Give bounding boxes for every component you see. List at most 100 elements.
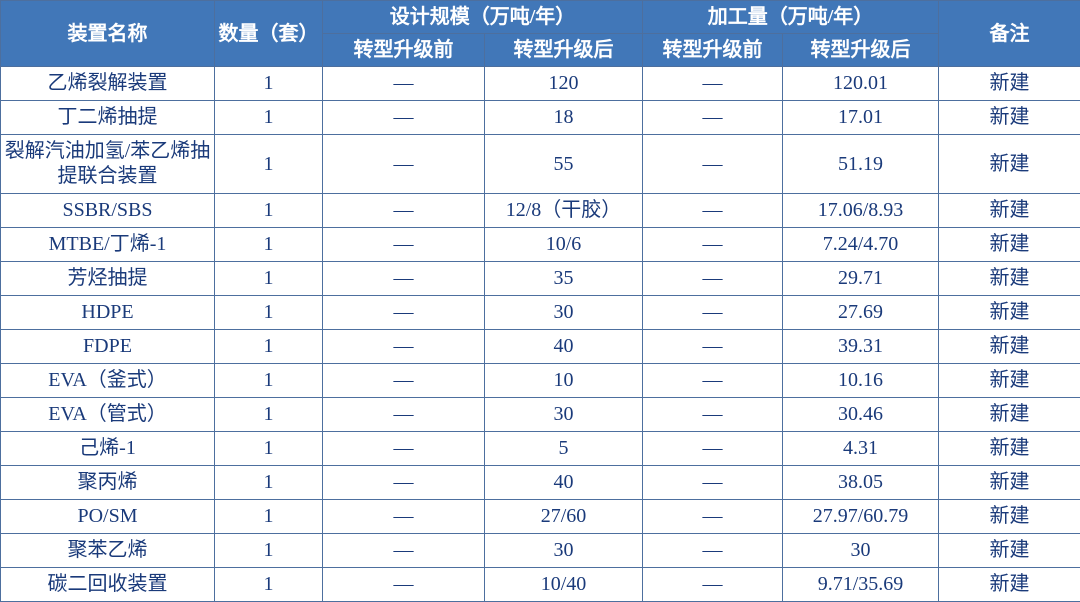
cell-design_before: — [323,432,485,466]
cell-design_after: 12/8（干胶） [485,194,643,228]
cell-name: MTBE/丁烯-1 [1,228,215,262]
col-header-process-after: 转型升级后 [783,34,939,67]
col-header-design-after: 转型升级后 [485,34,643,67]
col-header-process: 加工量（万吨/年） [643,1,939,34]
cell-process_before: — [643,534,783,568]
cell-process_after: 51.19 [783,135,939,194]
cell-design_before: — [323,398,485,432]
cell-design_after: 10/40 [485,568,643,602]
cell-design_before: — [323,194,485,228]
cell-design_before: — [323,330,485,364]
cell-name: EVA（釜式） [1,364,215,398]
cell-design_after: 10/6 [485,228,643,262]
cell-design_after: 40 [485,466,643,500]
cell-name: 聚苯乙烯 [1,534,215,568]
cell-process_after: 4.31 [783,432,939,466]
cell-process_before: — [643,330,783,364]
cell-qty: 1 [215,364,323,398]
table-row: HDPE1—30—27.69新建 [1,296,1080,330]
table-row: 丁二烯抽提1—18—17.01新建 [1,101,1080,135]
cell-qty: 1 [215,67,323,101]
cell-qty: 1 [215,466,323,500]
cell-remark: 新建 [939,135,1080,194]
cell-name: 聚丙烯 [1,466,215,500]
cell-design_after: 55 [485,135,643,194]
cell-process_before: — [643,194,783,228]
cell-qty: 1 [215,534,323,568]
cell-qty: 1 [215,296,323,330]
cell-process_after: 10.16 [783,364,939,398]
table-row: 聚苯乙烯1—30—30新建 [1,534,1080,568]
cell-process_before: — [643,228,783,262]
cell-design_before: — [323,101,485,135]
cell-process_before: — [643,568,783,602]
cell-process_after: 30 [783,534,939,568]
cell-qty: 1 [215,101,323,135]
cell-process_after: 27.97/60.79 [783,500,939,534]
cell-name: PO/SM [1,500,215,534]
cell-qty: 1 [215,194,323,228]
cell-name: 己烯-1 [1,432,215,466]
cell-remark: 新建 [939,228,1080,262]
cell-process_before: — [643,296,783,330]
cell-process_before: — [643,262,783,296]
table-row: 碳二回收装置1—10/40—9.71/35.69新建 [1,568,1080,602]
table-row: SSBR/SBS1—12/8（干胶）—17.06/8.93新建 [1,194,1080,228]
cell-remark: 新建 [939,568,1080,602]
cell-process_before: — [643,135,783,194]
col-header-remark: 备注 [939,1,1080,67]
cell-remark: 新建 [939,194,1080,228]
col-header-process-before: 转型升级前 [643,34,783,67]
cell-design_before: — [323,500,485,534]
cell-remark: 新建 [939,262,1080,296]
cell-process_after: 29.71 [783,262,939,296]
cell-remark: 新建 [939,432,1080,466]
cell-qty: 1 [215,398,323,432]
cell-design_before: — [323,466,485,500]
cell-design_after: 120 [485,67,643,101]
cell-design_before: — [323,135,485,194]
table-row: 乙烯裂解装置1—120—120.01新建 [1,67,1080,101]
table-row: EVA（釜式）1—10—10.16新建 [1,364,1080,398]
cell-design_after: 40 [485,330,643,364]
cell-process_before: — [643,364,783,398]
cell-process_before: — [643,500,783,534]
cell-process_after: 27.69 [783,296,939,330]
cell-design_before: — [323,364,485,398]
cell-remark: 新建 [939,330,1080,364]
cell-qty: 1 [215,135,323,194]
cell-remark: 新建 [939,67,1080,101]
table-header: 装置名称 数量（套） 设计规模（万吨/年） 加工量（万吨/年） 备注 转型升级前… [1,1,1080,67]
table-row: PO/SM1—27/60—27.97/60.79新建 [1,500,1080,534]
table-row: 芳烃抽提1—35—29.71新建 [1,262,1080,296]
cell-qty: 1 [215,432,323,466]
cell-qty: 1 [215,568,323,602]
cell-design_after: 10 [485,364,643,398]
cell-design_before: — [323,296,485,330]
cell-process_after: 9.71/35.69 [783,568,939,602]
cell-remark: 新建 [939,500,1080,534]
table-row: EVA（管式）1—30—30.46新建 [1,398,1080,432]
cell-design_before: — [323,568,485,602]
cell-process_before: — [643,466,783,500]
cell-remark: 新建 [939,364,1080,398]
plant-capacity-table: 装置名称 数量（套） 设计规模（万吨/年） 加工量（万吨/年） 备注 转型升级前… [0,0,1080,602]
table-row: MTBE/丁烯-11—10/6—7.24/4.70新建 [1,228,1080,262]
cell-qty: 1 [215,228,323,262]
cell-name: SSBR/SBS [1,194,215,228]
cell-name: 丁二烯抽提 [1,101,215,135]
table-row: 聚丙烯1—40—38.05新建 [1,466,1080,500]
cell-name: 裂解汽油加氢/苯乙烯抽提联合装置 [1,135,215,194]
cell-process_after: 30.46 [783,398,939,432]
cell-process_before: — [643,432,783,466]
cell-process_after: 17.06/8.93 [783,194,939,228]
cell-design_after: 35 [485,262,643,296]
cell-remark: 新建 [939,296,1080,330]
cell-process_after: 7.24/4.70 [783,228,939,262]
cell-design_after: 30 [485,296,643,330]
cell-name: EVA（管式） [1,398,215,432]
table-row: 己烯-11—5—4.31新建 [1,432,1080,466]
cell-process_before: — [643,398,783,432]
cell-design_after: 30 [485,534,643,568]
cell-design_before: — [323,67,485,101]
